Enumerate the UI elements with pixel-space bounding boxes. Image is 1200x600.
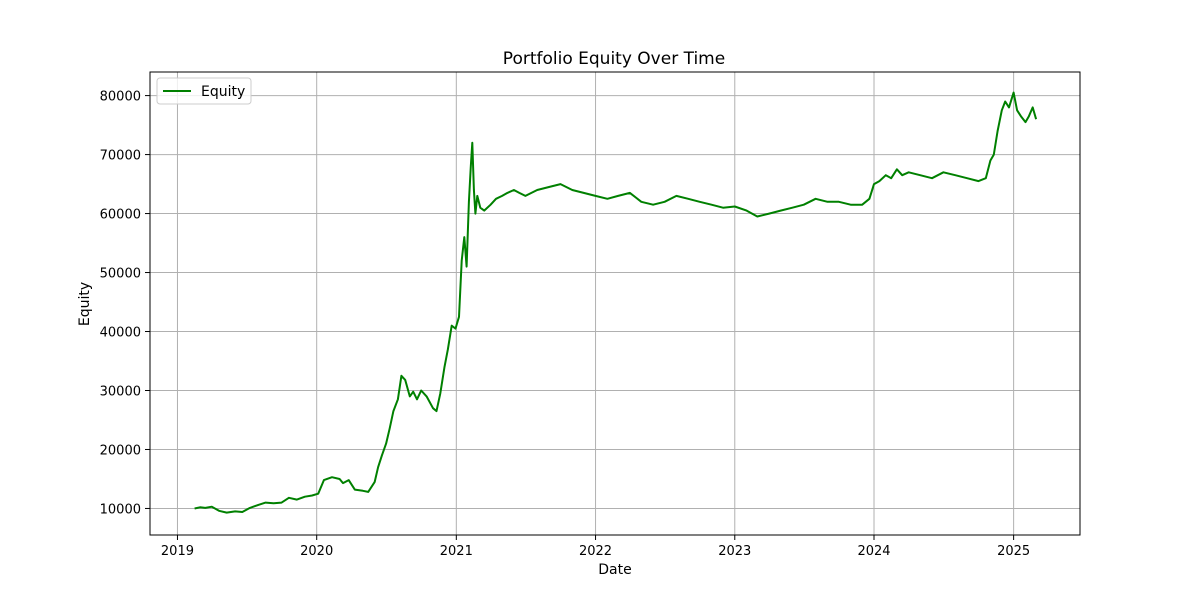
- y-tick-label-40000: 40000: [100, 326, 141, 341]
- y-tick-label-10000: 10000: [100, 502, 141, 517]
- y-tick-label-60000: 60000: [100, 208, 141, 223]
- series-line-equity: [194, 91, 1038, 514]
- x-tick-label-2024: 2024: [857, 544, 890, 559]
- legend-frame: [156, 77, 252, 105]
- y-axis-label: Equity: [77, 282, 93, 326]
- legend: Equity: [156, 77, 252, 105]
- series-layer: [194, 91, 1038, 514]
- y-axis: 10000 20000 30000 40000 50000 60000 70000 80000: [100, 90, 150, 517]
- y-tick-label-70000: 70000: [100, 149, 141, 164]
- plot-frame: [149, 71, 1081, 536]
- y-tick-label-80000: 80000: [100, 90, 141, 105]
- x-axis-label: Date: [598, 562, 631, 578]
- legend-label-equity: Equity: [201, 84, 245, 100]
- x-tick-label-2020: 2020: [300, 544, 333, 559]
- x-tick-label-2022: 2022: [579, 544, 612, 559]
- x-tick-label-2019: 2019: [161, 544, 194, 559]
- grid-lines: [150, 72, 1080, 535]
- chart-title: Portfolio Equity Over Time: [503, 49, 725, 69]
- y-tick-label-50000: 50000: [100, 267, 141, 282]
- x-tick-label-2021: 2021: [440, 544, 473, 559]
- x-tick-label-2025: 2025: [997, 544, 1030, 559]
- y-tick-label-30000: 30000: [100, 384, 141, 399]
- y-tick-label-20000: 20000: [100, 443, 141, 458]
- x-tick-label-2023: 2023: [718, 544, 751, 559]
- x-axis: 2019 2020 2021 2022 2023 2024 2025: [161, 535, 1030, 559]
